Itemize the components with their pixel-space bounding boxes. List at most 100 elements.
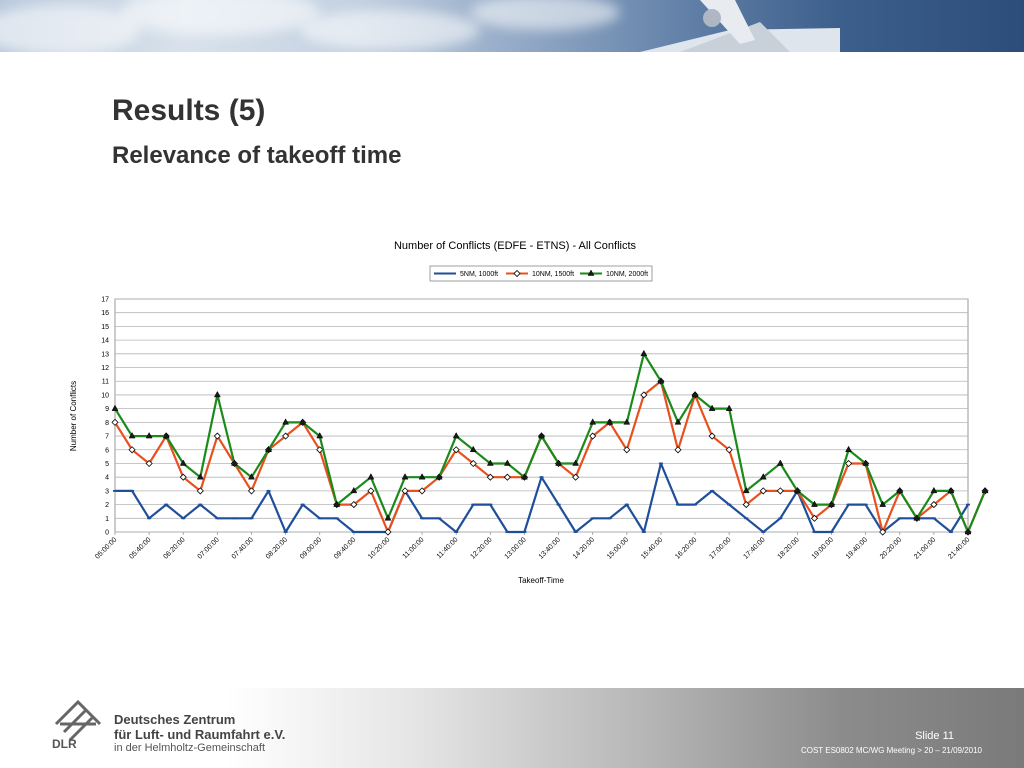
- data-point: [503, 459, 511, 466]
- slide-title: Results (5): [112, 94, 266, 127]
- x-tick-label: 11:00:00: [402, 536, 426, 560]
- chart-title: Number of Conflicts (EDFE - ETNS) - All …: [394, 240, 637, 252]
- data-point: [897, 517, 902, 520]
- data-point: [931, 517, 936, 520]
- data-point: [947, 486, 955, 494]
- data-point: [179, 473, 187, 481]
- data-point: [587, 269, 595, 276]
- data-point: [862, 459, 870, 466]
- legend-label: 10NM, 1500ft: [532, 271, 574, 278]
- x-tick-label: 09:00:00: [299, 536, 323, 560]
- data-point: [829, 531, 834, 533]
- data-point: [744, 517, 749, 520]
- data-point: [265, 445, 272, 453]
- data-point: [640, 349, 648, 357]
- data-point: [810, 514, 819, 522]
- data-point: [879, 528, 887, 536]
- x-tick-label: 13:00:00: [504, 536, 528, 560]
- series-line: [114, 352, 987, 534]
- data-point: [759, 473, 767, 480]
- data-point: [334, 517, 339, 520]
- conflicts-chart: Number of Conflicts (EDFE - ETNS) - All …: [69, 240, 989, 585]
- data-point: [488, 503, 493, 506]
- x-tick-label: 19:00:00: [811, 536, 835, 560]
- data-point: [486, 473, 494, 481]
- x-tick-label: 06:20:00: [162, 536, 186, 560]
- data-point: [606, 418, 614, 425]
- data-point: [589, 432, 597, 440]
- data-point: [776, 459, 784, 466]
- data-point: [469, 459, 477, 468]
- dlr-logo-text: DLR: [52, 737, 77, 750]
- y-axis-label: Number of Conflicts: [69, 381, 78, 451]
- x-axis-label: Takeoff-Time: [518, 576, 564, 585]
- data-point: [443, 272, 447, 275]
- data-point: [505, 531, 510, 533]
- data-point: [521, 473, 528, 480]
- x-tick-label: 08:20:00: [265, 536, 289, 560]
- header-banner: [0, 0, 1024, 52]
- data-point: [316, 446, 324, 454]
- slide-subtitle: Relevance of takeoff time: [112, 142, 402, 169]
- data-point: [674, 418, 682, 425]
- data-point: [266, 489, 271, 492]
- x-tick-label: 15:00:00: [606, 536, 630, 560]
- data-point: [778, 517, 783, 520]
- y-tick-label: 10: [101, 392, 109, 399]
- data-point: [640, 391, 648, 399]
- data-point: [162, 432, 170, 439]
- x-tick-label: 13:40:00: [538, 536, 562, 560]
- data-point: [299, 418, 307, 425]
- data-point: [145, 432, 153, 439]
- data-point: [641, 531, 646, 533]
- data-point: [761, 531, 766, 533]
- data-point: [513, 269, 521, 278]
- data-point: [367, 487, 375, 495]
- data-point: [420, 517, 425, 520]
- data-point: [437, 517, 442, 520]
- data-point: [708, 432, 716, 440]
- data-point: [590, 517, 595, 520]
- x-tick-label: 09:40:00: [333, 536, 357, 560]
- x-tick-label: 18:20:00: [777, 536, 801, 560]
- data-point: [401, 487, 409, 495]
- chart-legend: 5NM, 1000ft 10NM, 1500ft 10NM, 2000ft: [429, 265, 653, 282]
- airplane-image: [640, 0, 840, 52]
- data-point: [657, 377, 665, 384]
- y-tick-label: 5: [105, 461, 109, 468]
- data-point: [196, 473, 204, 480]
- data-point: [708, 404, 716, 411]
- data-point: [589, 418, 597, 425]
- x-tick-label: 21:00:00: [913, 536, 937, 560]
- data-point: [623, 446, 631, 454]
- org-name-line3: in der Helmholtz-Gemeinschaft: [114, 742, 266, 754]
- data-point: [213, 390, 221, 398]
- data-point: [111, 418, 119, 426]
- data-point: [213, 432, 221, 440]
- data-point: [725, 446, 733, 454]
- data-point: [896, 486, 904, 494]
- data-point: [793, 486, 801, 494]
- x-tick-label: 14:20:00: [572, 536, 596, 560]
- data-point: [282, 418, 290, 425]
- data-point: [232, 517, 237, 520]
- data-point: [742, 501, 750, 509]
- y-tick-label: 13: [101, 351, 109, 358]
- x-tick-label: 05:40:00: [128, 536, 152, 560]
- data-point: [812, 531, 817, 533]
- data-point: [317, 517, 322, 520]
- x-tick-label: 17:00:00: [708, 536, 732, 560]
- data-point: [196, 487, 204, 495]
- data-point: [249, 517, 254, 520]
- data-point: [181, 517, 186, 520]
- data-point: [367, 473, 375, 480]
- data-point: [145, 459, 153, 468]
- data-point: [130, 489, 135, 492]
- data-point: [623, 418, 631, 425]
- data-point: [471, 503, 476, 506]
- data-point: [539, 476, 544, 479]
- y-tick-label: 17: [101, 297, 109, 304]
- legend-label: 5NM, 1000ft: [460, 271, 498, 278]
- data-point: [401, 473, 409, 480]
